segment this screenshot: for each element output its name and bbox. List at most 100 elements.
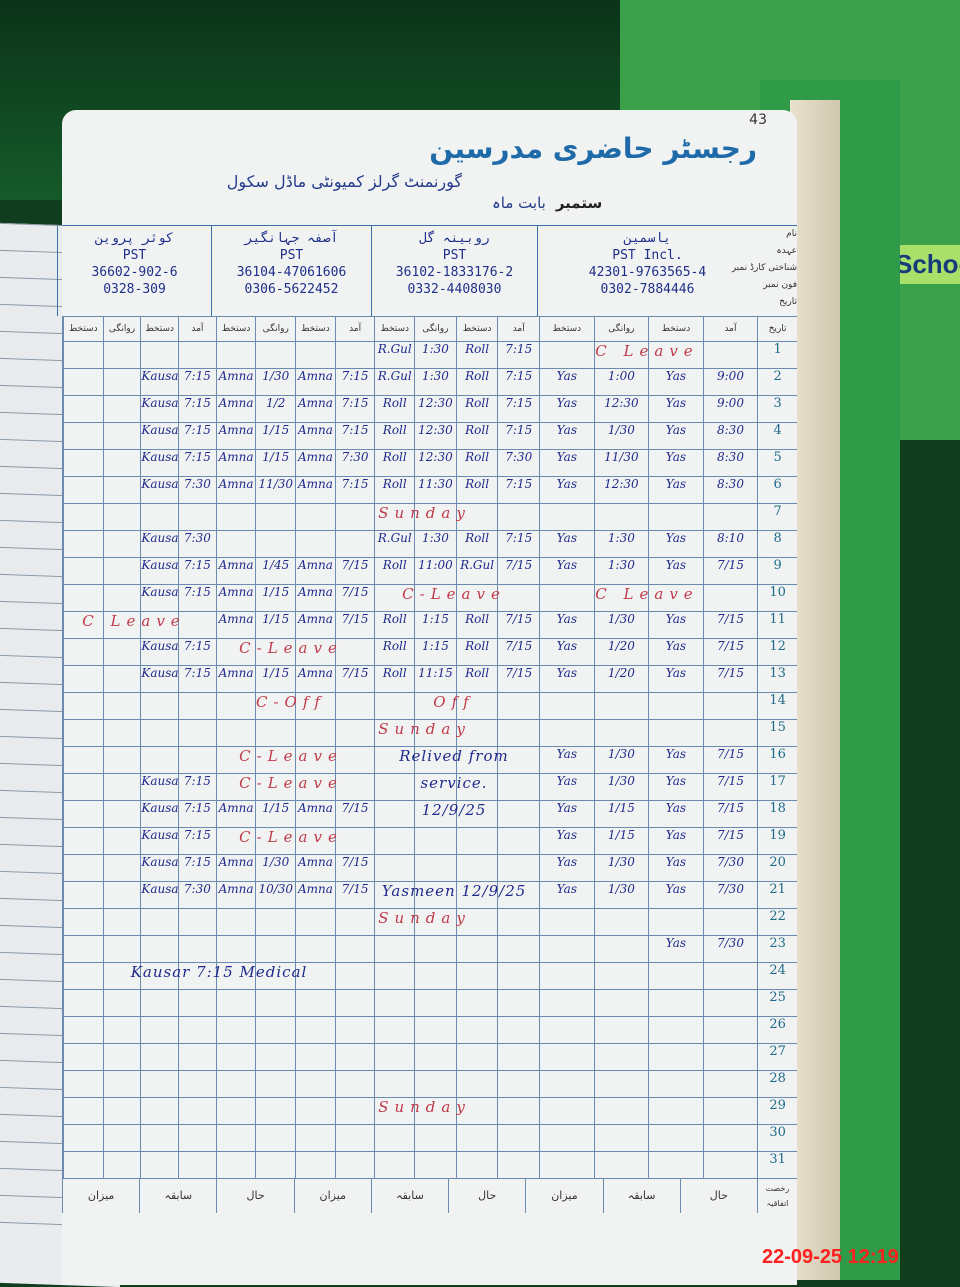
attendance-cell bbox=[295, 936, 335, 962]
footer-label: میزان bbox=[293, 1179, 371, 1213]
attendance-cell bbox=[593, 1071, 649, 1097]
attendance-cell bbox=[63, 882, 103, 908]
attendance-cell bbox=[295, 504, 335, 530]
attendance-cell bbox=[63, 1071, 103, 1097]
attendance-cell bbox=[140, 1017, 178, 1043]
column-header: آمد bbox=[497, 317, 539, 341]
attendance-cell: 7:15 bbox=[178, 396, 216, 422]
attendance-cell bbox=[593, 504, 649, 530]
teacher-designation: PST Incl. bbox=[612, 248, 683, 263]
attendance-cell bbox=[593, 585, 649, 611]
attendance-cell bbox=[414, 774, 456, 800]
attendance-row: Kausar7:15Roll1:15Roll7/15Yas1/20Yas7/15… bbox=[62, 638, 797, 665]
attendance-cell: 7:15 bbox=[497, 531, 539, 557]
attendance-cell: 1/15 bbox=[255, 801, 295, 827]
day-number: 2 bbox=[757, 369, 797, 395]
attendance-cell bbox=[255, 531, 295, 557]
leave-note: C Leave bbox=[82, 612, 186, 630]
attendance-cell bbox=[63, 774, 103, 800]
attendance-cell: 1:30 bbox=[414, 369, 456, 395]
attendance-cell bbox=[374, 1071, 414, 1097]
attendance-cell bbox=[255, 990, 295, 1016]
margin-cell bbox=[62, 1017, 63, 1043]
teacher-name: آصفہ جہانگیر bbox=[244, 231, 339, 246]
attendance-cell bbox=[295, 1071, 335, 1097]
attendance-row: 22 Sunday bbox=[62, 908, 797, 935]
attendance-cell bbox=[455, 963, 498, 989]
attendance-cell bbox=[497, 1071, 539, 1097]
attendance-cell: 11:00 bbox=[414, 558, 456, 584]
attendance-cell: 1/15 bbox=[255, 666, 295, 692]
attendance-cell bbox=[178, 504, 216, 530]
attendance-cell: Roll bbox=[374, 423, 414, 449]
attendance-cell bbox=[539, 963, 594, 989]
margin-cell bbox=[62, 990, 63, 1016]
attendance-cell bbox=[497, 855, 539, 881]
attendance-cell: Kausar bbox=[140, 396, 178, 422]
column-header: روانگی bbox=[414, 317, 456, 341]
attendance-cell: 7:15 bbox=[178, 639, 216, 665]
attendance-cell bbox=[295, 1152, 335, 1178]
attendance-cell bbox=[140, 990, 178, 1016]
leave-note: C-Leave bbox=[239, 828, 343, 846]
attendance-cell bbox=[455, 1071, 498, 1097]
teacher-header: یاسمین PST Incl. 42301-9763565-4 0302-78844… bbox=[537, 226, 757, 316]
attendance-cell bbox=[63, 963, 103, 989]
attendance-cell bbox=[539, 1044, 594, 1070]
attendance-cell bbox=[295, 720, 335, 746]
attendance-cell bbox=[295, 342, 335, 368]
attendance-cell bbox=[334, 1044, 375, 1070]
attendance-cell bbox=[178, 963, 216, 989]
margin-cell bbox=[62, 477, 63, 503]
attendance-cell: Yas bbox=[648, 936, 703, 962]
day-number: 11 bbox=[757, 612, 797, 638]
attendance-cell: Amna bbox=[295, 585, 335, 611]
attendance-cell bbox=[414, 693, 456, 719]
attendance-cell bbox=[102, 342, 141, 368]
attendance-cell bbox=[102, 639, 141, 665]
attendance-cell: Kausar bbox=[140, 477, 178, 503]
attendance-cell: 7/15 bbox=[334, 882, 375, 908]
attendance-row: Kausar7:15Amna1/30Amna7/15Yas1/30Yas7/30… bbox=[62, 854, 797, 881]
margin-cell bbox=[62, 558, 63, 584]
column-header: دستخط bbox=[63, 317, 103, 341]
attendance-cell: Roll bbox=[455, 639, 498, 665]
column-header: دستخط bbox=[455, 317, 498, 341]
attendance-cell bbox=[593, 990, 649, 1016]
attendance-cell: Amna bbox=[295, 801, 335, 827]
attendance-cell bbox=[178, 1098, 216, 1124]
attendance-cell bbox=[63, 828, 103, 854]
attendance-cell: 1:00 bbox=[593, 369, 649, 395]
attendance-cell bbox=[414, 1071, 456, 1097]
attendance-cell: Amna bbox=[295, 369, 335, 395]
attendance-cell bbox=[497, 936, 539, 962]
attendance-cell: 1/15 bbox=[255, 423, 295, 449]
attendance-cell bbox=[295, 693, 335, 719]
attendance-cell bbox=[593, 693, 649, 719]
attendance-cell bbox=[215, 693, 256, 719]
attendance-cell bbox=[295, 1044, 335, 1070]
attendance-cell: Yas bbox=[539, 639, 594, 665]
attendance-cell: Yas bbox=[648, 882, 703, 908]
attendance-cell: Yas bbox=[539, 558, 594, 584]
attendance-row: Kausar7:15Amna1/15Amna7:30Roll12:30Roll7… bbox=[62, 449, 797, 476]
attendance-cell: Yas bbox=[648, 558, 703, 584]
attendance-cell bbox=[102, 990, 141, 1016]
attendance-cell bbox=[255, 828, 295, 854]
attendance-cell bbox=[455, 504, 498, 530]
attendance-cell: Kausar bbox=[140, 828, 178, 854]
attendance-cell bbox=[255, 747, 295, 773]
attendance-cell bbox=[63, 369, 103, 395]
attendance-cell: Yas bbox=[648, 531, 703, 557]
day-number: 23 bbox=[757, 936, 797, 962]
attendance-cell bbox=[102, 855, 141, 881]
attendance-cell bbox=[140, 342, 178, 368]
attendance-cell bbox=[63, 342, 103, 368]
attendance-cell bbox=[497, 747, 539, 773]
leave-note: service. bbox=[420, 774, 488, 792]
attendance-cell: 7:15 bbox=[178, 828, 216, 854]
attendance-cell: 7/30 bbox=[702, 936, 758, 962]
attendance-cell bbox=[178, 1071, 216, 1097]
leave-note: Relived from bbox=[399, 747, 509, 765]
leave-note: Kausar 7:15 Medical bbox=[130, 963, 308, 981]
